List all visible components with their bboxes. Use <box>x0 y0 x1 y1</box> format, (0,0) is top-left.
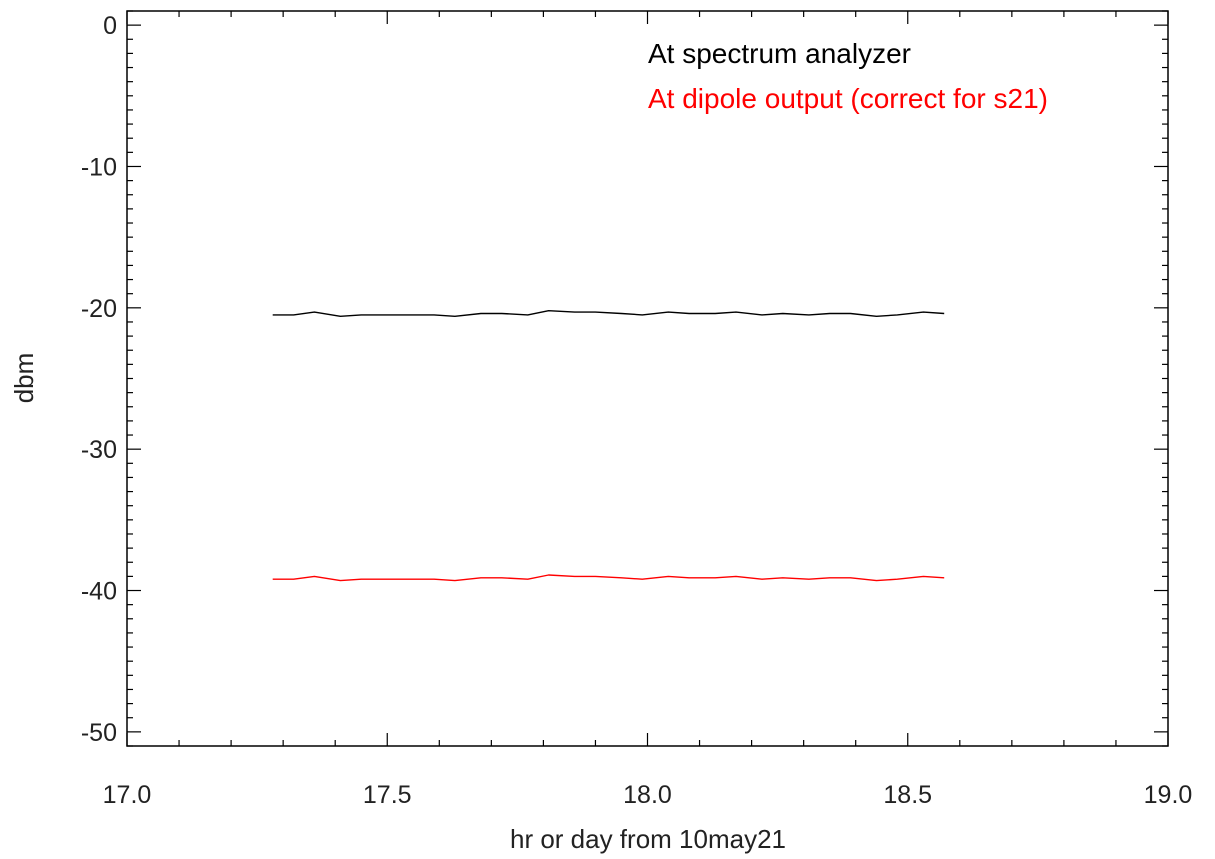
tick-labels: 17.0 17.5 18.0 18.5 19.0 0 -10 -20 -30 -40 -50 <box>81 12 1192 809</box>
y-tick-label: -10 <box>81 153 117 181</box>
x-tick-label: 17.5 <box>363 781 412 809</box>
y-tick-label: -40 <box>81 578 117 606</box>
x-tick-label: 17.0 <box>103 781 152 809</box>
series-lines <box>272 310 945 582</box>
y-tick-label: 0 <box>103 12 117 40</box>
y-tick-label: -30 <box>81 436 117 464</box>
x-tick-label: 18.0 <box>623 781 672 809</box>
plot-frame <box>126 10 1169 747</box>
x-axis-title: hr or day from 10may21 <box>510 824 786 854</box>
legend-entry-dipole-output: At dipole output (correct for s21) <box>648 83 1048 114</box>
y-tick-label: -50 <box>81 719 117 747</box>
axis-ticks <box>126 10 1169 747</box>
series-line-0 <box>272 310 945 317</box>
legend-entry-spectrum-analyzer: At spectrum analyzer <box>648 38 911 69</box>
x-tick-label: 19.0 <box>1144 781 1193 809</box>
series-line-1 <box>272 574 945 582</box>
legend: At spectrum analyzer At dipole output (c… <box>648 38 1048 114</box>
y-axis-title: dbm <box>9 353 39 404</box>
x-tick-label: 18.5 <box>883 781 932 809</box>
y-tick-label: -20 <box>81 295 117 323</box>
